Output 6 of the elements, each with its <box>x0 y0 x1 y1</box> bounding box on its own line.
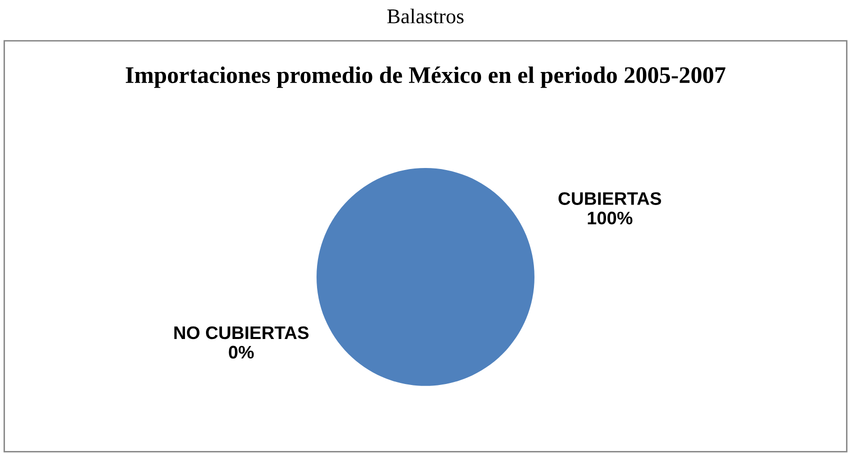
data-label: 100% <box>588 212 632 224</box>
chart-title: Importaciones promedio de México en el periodo 2005-2007 <box>126 66 726 88</box>
text: Balastros <box>387 8 464 24</box>
slice-label: CUBIERTAS <box>558 192 662 205</box>
text: 0% <box>228 346 254 359</box>
category-label: NO CUBIERTAS <box>174 326 309 340</box>
